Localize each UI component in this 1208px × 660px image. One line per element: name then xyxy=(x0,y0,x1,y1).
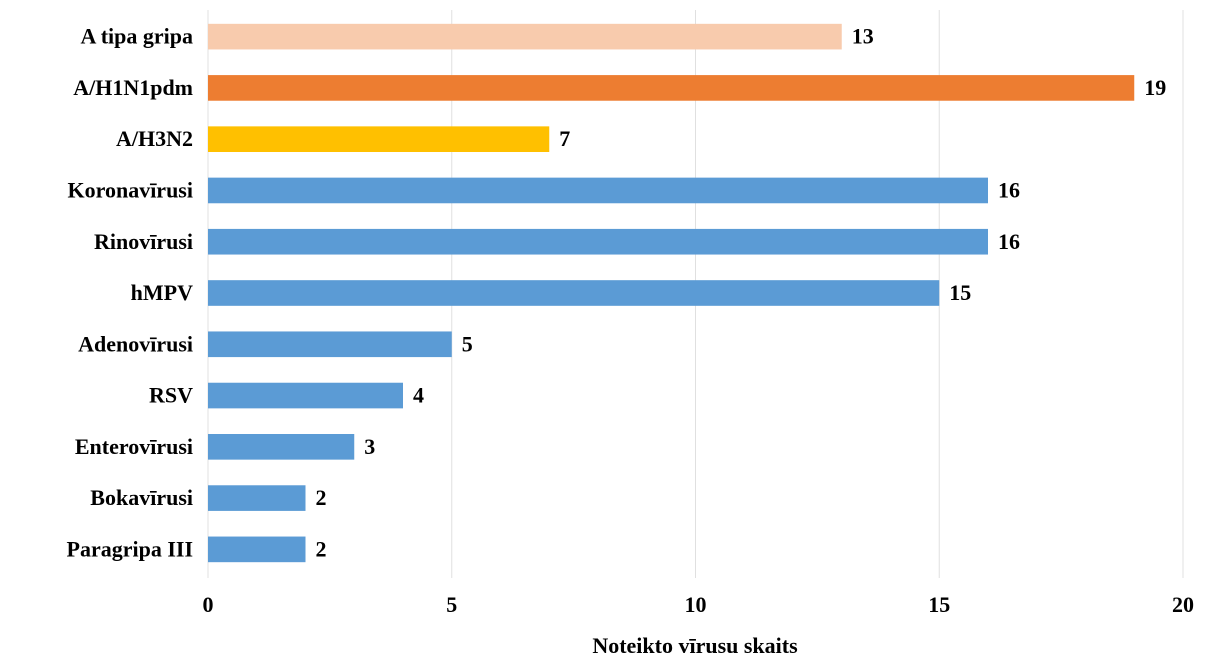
data-label: 5 xyxy=(462,331,473,356)
bar xyxy=(208,75,1135,101)
data-label: 2 xyxy=(316,536,327,561)
bar xyxy=(208,331,452,358)
bar xyxy=(208,23,842,50)
y-tick-label: Bokavīrusi xyxy=(90,485,193,510)
x-tick-label: 5 xyxy=(446,592,457,617)
x-axis-title: Noteikto vīrusu skaits xyxy=(592,633,798,658)
bar xyxy=(208,485,306,511)
data-label: 2 xyxy=(316,485,327,510)
y-tick-label: Enterovīrusi xyxy=(75,434,193,459)
data-label: 19 xyxy=(1144,75,1166,100)
y-tick-label: hMPV xyxy=(131,280,193,305)
bar xyxy=(208,280,940,306)
bar xyxy=(208,382,403,409)
x-tick-label: 15 xyxy=(928,592,950,617)
y-tick-label: Paragripa III xyxy=(67,536,194,561)
y-tick-label: Adenovīrusi xyxy=(78,331,193,356)
bar xyxy=(208,434,355,460)
bar xyxy=(208,228,988,255)
bar xyxy=(208,126,550,152)
y-tick-label: A/H1N1pdm xyxy=(73,75,193,100)
x-tick-label: 10 xyxy=(685,592,707,617)
bar xyxy=(208,536,306,563)
data-label: 16 xyxy=(998,178,1020,203)
y-tick-label: Koronavīrusi xyxy=(67,178,193,203)
y-tick-label: RSV xyxy=(149,383,193,408)
data-label: 16 xyxy=(998,229,1020,254)
data-label: 7 xyxy=(559,126,570,151)
bar xyxy=(208,177,988,204)
data-label: 3 xyxy=(364,434,375,459)
x-tick-label: 0 xyxy=(203,592,214,617)
data-label: 15 xyxy=(949,280,971,305)
data-label: 13 xyxy=(852,24,874,49)
y-tick-label: A tipa gripa xyxy=(81,24,193,49)
x-tick-label: 20 xyxy=(1172,592,1194,617)
y-tick-label: A/H3N2 xyxy=(116,126,193,151)
data-label: 4 xyxy=(413,383,424,408)
y-tick-label: Rinovīrusi xyxy=(94,229,193,254)
